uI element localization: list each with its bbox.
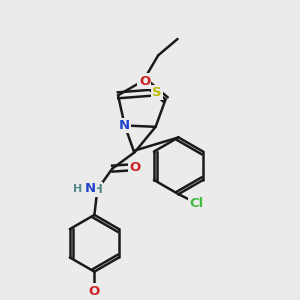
Text: Cl: Cl <box>189 196 203 210</box>
Text: S: S <box>152 86 162 99</box>
Text: N: N <box>138 74 149 87</box>
Text: N: N <box>119 119 130 132</box>
Text: O: O <box>139 75 150 88</box>
Text: N: N <box>84 182 95 195</box>
Text: O: O <box>89 285 100 298</box>
Text: H: H <box>73 184 83 194</box>
Text: H: H <box>92 183 102 196</box>
Text: O: O <box>129 160 140 174</box>
